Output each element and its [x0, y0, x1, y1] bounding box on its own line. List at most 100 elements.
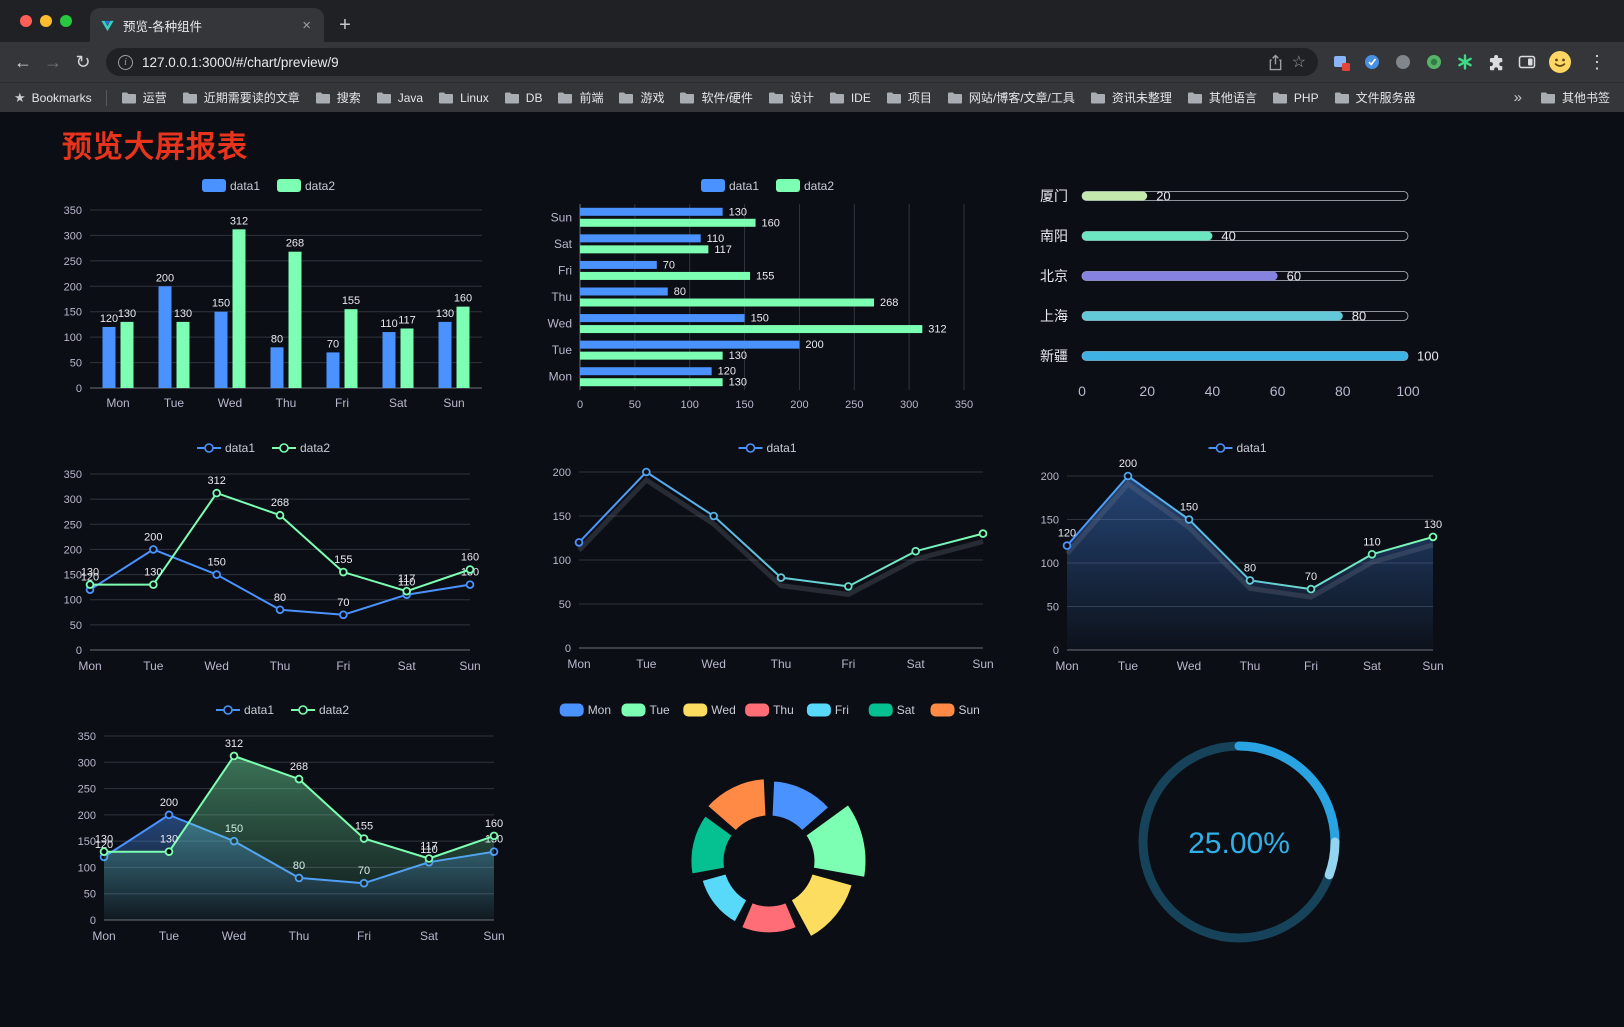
- svg-text:50: 50: [70, 358, 82, 370]
- svg-text:130: 130: [1424, 519, 1442, 531]
- svg-text:130: 130: [729, 377, 747, 389]
- forward-icon[interactable]: →: [44, 51, 62, 72]
- address-bar[interactable]: i 127.0.0.1:3000/#/chart/preview/9 ☆: [106, 48, 1318, 76]
- svg-text:0: 0: [577, 399, 583, 411]
- svg-text:200: 200: [790, 399, 808, 411]
- svg-text:80: 80: [1244, 562, 1256, 574]
- svg-text:117: 117: [398, 314, 416, 326]
- extension-icon-4[interactable]: [1423, 51, 1445, 73]
- bookmarks-manager[interactable]: ★ Bookmarks: [14, 90, 92, 106]
- split-screen-icon[interactable]: [1516, 51, 1538, 73]
- svg-text:Wed: Wed: [711, 703, 735, 717]
- chart-area-two-series[interactable]: data1 data2 0 50 100 150 200 250 300 350 Mon Tue Wed…: [58, 694, 510, 954]
- bookmark-folder[interactable]: PHP: [1272, 91, 1319, 105]
- bookmark-folder[interactable]: 网站/博客/文章/工具: [947, 89, 1075, 106]
- svg-text:50: 50: [559, 599, 571, 611]
- chart-grouped-bar[interactable]: data1 data2 0 50 100 150 200 250 300 350 Mon Tue Wed…: [44, 170, 496, 418]
- bookmark-folder[interactable]: 前端: [557, 89, 603, 106]
- svg-text:100: 100: [64, 595, 82, 607]
- chart-line-two-series[interactable]: data1 data2 0 50 100 150 200 250 300 350 Mon Tue Wed…: [44, 432, 486, 684]
- bookmark-folder[interactable]: 资讯未整理: [1090, 89, 1172, 106]
- zoom-window-button[interactable]: [60, 15, 72, 27]
- svg-text:Sat: Sat: [554, 237, 573, 251]
- chart-rose-pie[interactable]: Mon Tue Wed Thu Fri Sat Sun: [537, 694, 1001, 990]
- bookmarks-overflow-icon[interactable]: »: [1513, 89, 1522, 106]
- bookmark-folder[interactable]: 运营: [121, 89, 167, 106]
- chart-progress-bars[interactable]: 厦门 20 南阳 40 北京 60 上海 80 新疆 100 0 20 40 60 80 100: [1024, 170, 1454, 422]
- svg-text:Wed: Wed: [1177, 659, 1201, 673]
- menu-kebab-icon[interactable]: ⋮: [1588, 51, 1606, 72]
- svg-text:data1: data1: [230, 179, 260, 193]
- bookmark-folder[interactable]: 文件服务器: [1334, 89, 1416, 106]
- chart-horizontal-bar[interactable]: data1 data2 0 50 100 150 200 250 300 350 Sun 130 160…: [534, 170, 1004, 418]
- extension-icon-5[interactable]: [1454, 51, 1476, 73]
- svg-text:Thu: Thu: [551, 290, 572, 304]
- bookmark-folder[interactable]: 游戏: [618, 89, 664, 106]
- minimize-window-button[interactable]: [40, 15, 52, 27]
- bookmark-folder[interactable]: DB: [504, 91, 542, 105]
- bookmark-folder[interactable]: 其他语言: [1187, 89, 1257, 106]
- svg-text:0: 0: [1078, 383, 1086, 399]
- svg-text:50: 50: [1047, 602, 1059, 614]
- bookmark-folder[interactable]: 软件/硬件: [679, 89, 753, 106]
- svg-text:200: 200: [1119, 458, 1137, 470]
- svg-text:120: 120: [1058, 528, 1076, 540]
- svg-text:20: 20: [1139, 383, 1155, 399]
- svg-text:Sat: Sat: [389, 396, 408, 410]
- bookmark-folder[interactable]: Linux: [438, 91, 489, 105]
- svg-text:北京: 北京: [1040, 268, 1068, 284]
- svg-text:data1: data1: [767, 441, 797, 455]
- svg-text:268: 268: [271, 497, 289, 509]
- bookmark-folder[interactable]: 项目: [886, 89, 932, 106]
- svg-text:Mon: Mon: [588, 703, 611, 717]
- svg-text:Sun: Sun: [459, 659, 480, 673]
- bookmark-folder[interactable]: 近期需要读的文章: [182, 89, 300, 106]
- bookmark-folder[interactable]: Java: [376, 91, 423, 105]
- back-icon[interactable]: ←: [14, 51, 32, 72]
- other-bookmarks[interactable]: 其他书签: [1540, 89, 1610, 106]
- bookmark-folder[interactable]: 设计: [768, 89, 814, 106]
- svg-text:Wed: Wed: [222, 929, 246, 943]
- svg-text:Tue: Tue: [636, 657, 657, 671]
- bookmark-star-icon[interactable]: ☆: [1291, 54, 1306, 71]
- bookmarks-star-icon: ★: [14, 89, 26, 105]
- extensions-area: ⋮: [1326, 47, 1616, 77]
- svg-text:155: 155: [342, 295, 360, 307]
- svg-text:110: 110: [1363, 536, 1381, 548]
- svg-text:150: 150: [212, 298, 230, 310]
- bookmark-folder[interactable]: 搜索: [315, 89, 361, 106]
- bookmark-folder[interactable]: IDE: [829, 91, 871, 105]
- svg-text:150: 150: [751, 313, 769, 325]
- chart-gauge[interactable]: 25.00%: [1079, 694, 1399, 978]
- svg-text:Fri: Fri: [357, 929, 371, 943]
- tab-strip: 预览-各种组件 × +: [0, 0, 1624, 42]
- folder-icon: [886, 92, 901, 103]
- new-tab-button[interactable]: +: [339, 13, 351, 36]
- svg-text:Sun: Sun: [1422, 659, 1443, 673]
- svg-text:155: 155: [756, 270, 774, 282]
- chart-area-single[interactable]: data1 0 50 100 150 200 Mon Tue Wed Thu Fri Sat Sun 12…: [1027, 432, 1451, 680]
- svg-text:80: 80: [274, 592, 286, 604]
- svg-text:100: 100: [78, 862, 96, 874]
- reload-icon[interactable]: ↻: [75, 51, 91, 72]
- svg-text:130: 130: [160, 834, 178, 846]
- extension-icon-1[interactable]: [1330, 51, 1352, 73]
- svg-text:312: 312: [225, 738, 243, 750]
- folder-icon: [558, 92, 573, 103]
- extensions-puzzle-icon[interactable]: [1485, 51, 1507, 73]
- svg-text:Thu: Thu: [270, 659, 291, 673]
- browser-tab[interactable]: 预览-各种组件 ×: [90, 8, 324, 42]
- chart-cell-8: Mon Tue Wed Thu Fri Sat Sun: [534, 694, 1004, 990]
- extension-icon-3[interactable]: [1392, 51, 1414, 73]
- site-info-icon[interactable]: i: [118, 54, 133, 70]
- svg-text:Wed: Wed: [701, 657, 725, 671]
- svg-text:130: 130: [95, 834, 113, 846]
- tab-close-icon[interactable]: ×: [302, 16, 311, 34]
- svg-text:130: 130: [144, 567, 162, 579]
- share-icon[interactable]: [1268, 53, 1283, 71]
- close-window-button[interactable]: [20, 15, 32, 27]
- chart-line-gradient[interactable]: data1 0 50 100 150 200 Mon Tue Wed Thu Fri Sat Sun: [537, 432, 1001, 682]
- svg-text:Sun: Sun: [551, 210, 572, 224]
- profile-avatar[interactable]: [1547, 49, 1573, 75]
- extension-icon-2[interactable]: [1361, 51, 1383, 73]
